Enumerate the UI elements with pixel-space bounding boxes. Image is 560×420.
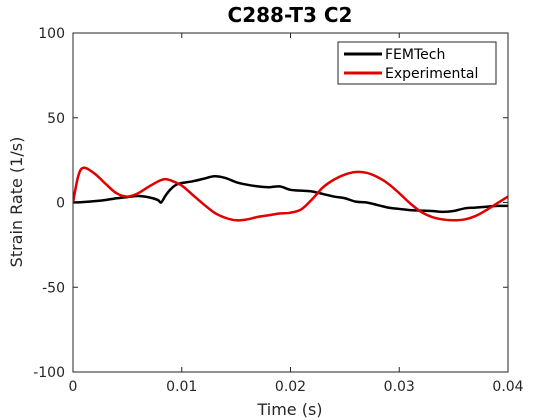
y-tick-label: 0 [56, 196, 65, 212]
x-tick-label: 0.03 [384, 379, 415, 395]
series-line-experimental [73, 166, 508, 222]
legend-label-experimental: Experimental [385, 66, 478, 82]
y-tick-label: -100 [33, 365, 65, 381]
y-tick-label: -50 [42, 280, 65, 296]
y-tick-label: 50 [47, 111, 65, 127]
plot-area [73, 33, 508, 372]
chart-title: C288-T3 C2 [228, 3, 353, 27]
plot-frame [72, 32, 509, 373]
axis-ticks: 0 0.01 0.02 0.03 0.04 -100 -50 0 50 100 [33, 26, 523, 395]
x-tick-label: 0.01 [166, 379, 197, 395]
y-tick-label: 100 [38, 26, 65, 42]
x-tick-label: 0.02 [275, 379, 306, 395]
x-tick-label: 0 [69, 379, 78, 395]
y-axis-label: Strain Rate (1/s) [7, 137, 26, 268]
legend-label-femtech: FEMTech [385, 47, 445, 63]
plot-series [73, 166, 508, 222]
series-line-femtech [73, 174, 508, 214]
x-tick-label: 0.04 [492, 379, 523, 395]
legend-box [337, 41, 497, 85]
legend: FEMTech Experimental [337, 41, 497, 85]
x-axis-label: Time (s) [256, 400, 322, 419]
